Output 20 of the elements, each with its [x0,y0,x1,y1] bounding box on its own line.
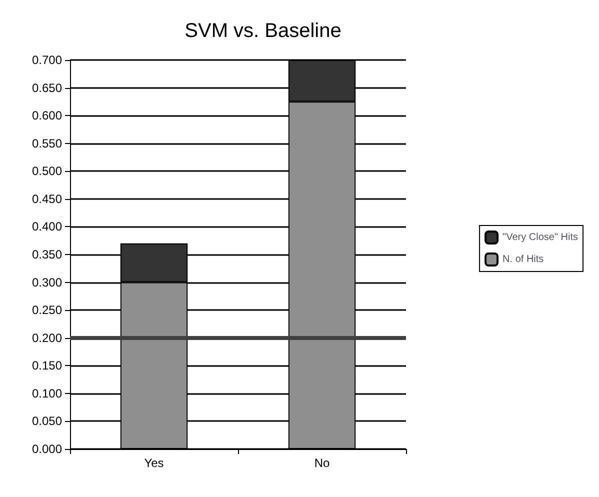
y-tick-label: 0.500 [32,164,62,178]
y-tick-label: 0.450 [32,192,62,206]
y-tick-label: 0.200 [32,330,62,345]
x-tick-label: No [314,456,330,470]
x-tick-label: Yes [144,456,164,470]
y-tick-label: 0.700 [32,53,62,67]
y-tick-label: 0.400 [32,220,62,234]
y-tick-label: 0.300 [32,275,62,290]
chart-title: SVM vs. Baseline [184,20,342,42]
legend-label: "Very Close" Hits [502,232,578,243]
y-tick-label: 0.000 [32,442,62,456]
y-tick-label: 0.150 [32,358,62,373]
y-tick-label: 0.100 [32,386,62,400]
y-tick-label: 0.350 [32,248,62,262]
y-tick-label: 0.600 [32,108,62,123]
y-tick-label: 0.650 [32,80,62,95]
y-tick-label: 0.050 [32,414,62,428]
legend-label: N. of Hits [502,254,544,265]
y-tick-label: 0.550 [32,136,62,150]
y-tick-label: 0.250 [32,303,62,318]
